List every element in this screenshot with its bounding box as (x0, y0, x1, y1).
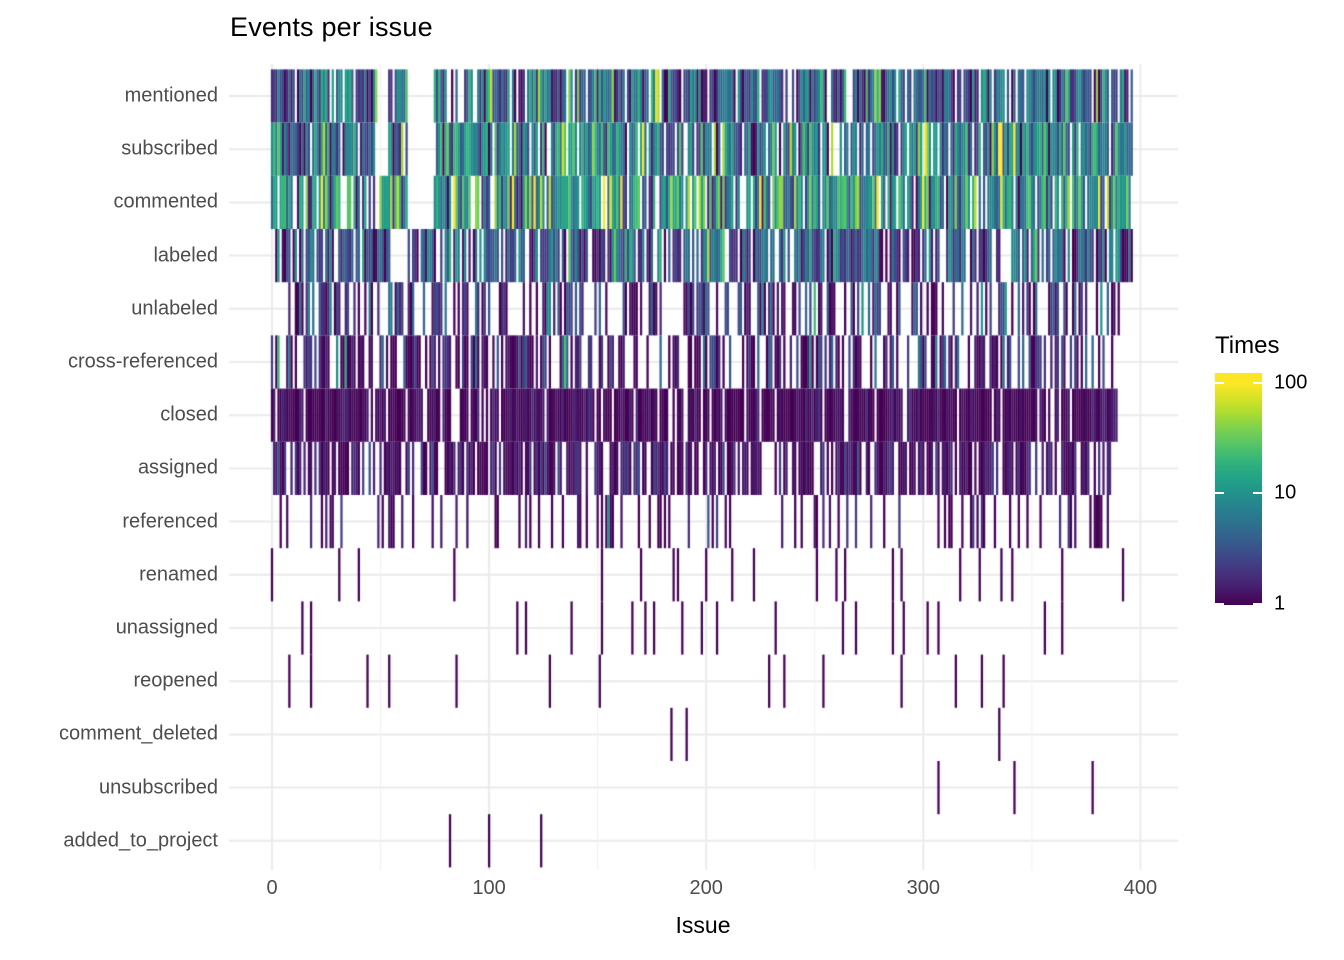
y-axis-label-cross-referenced: cross-referenced (67, 350, 218, 373)
legend-label-100: 100 (1274, 371, 1308, 394)
y-axis-label-added_to_project: added_to_project (63, 829, 218, 852)
y-axis-label-closed: closed (160, 403, 218, 426)
y-axis-label-labeled: labeled (153, 244, 218, 267)
legend-tick-mark (1253, 382, 1262, 384)
y-axis-label-subscribed: subscribed (121, 137, 218, 160)
y-axis-label-commented: commented (113, 190, 219, 213)
x-axis-tick-200: 200 (689, 877, 723, 899)
legend-tick-mark (1215, 492, 1224, 494)
y-axis-label-referenced: referenced (122, 510, 218, 533)
legend-tick-mark (1215, 603, 1224, 605)
x-axis-tick-300: 300 (906, 877, 940, 899)
legend-tick-mark (1253, 603, 1262, 605)
legend-tick-mark (1253, 492, 1262, 494)
legend-title: Times (1215, 332, 1280, 359)
legend-tick-mark (1215, 382, 1224, 384)
y-axis-label-reopened: reopened (133, 669, 218, 692)
y-axis-label-assigned: assigned (137, 456, 218, 479)
x-axis-tick-100: 100 (472, 877, 506, 899)
legend-label-1: 1 (1274, 592, 1286, 615)
y-axis-label-renamed: renamed (139, 563, 218, 586)
legend-label-10: 10 (1274, 481, 1297, 504)
x-axis-tick-400: 400 (1123, 877, 1158, 899)
y-axis-label-mentioned: mentioned (124, 84, 218, 107)
legend-colorbar (1215, 373, 1262, 605)
y-axis-label-unassigned: unassigned (115, 616, 218, 639)
x-axis-tick-0: 0 (266, 877, 278, 899)
x-axis-title: Issue (675, 912, 731, 938)
y-axis-label-unsubscribed: unsubscribed (99, 776, 218, 799)
y-axis-label-unlabeled: unlabeled (131, 297, 218, 320)
plot-title: Events per issue (230, 12, 433, 42)
y-axis-label-comment_deleted: comment_deleted (59, 722, 218, 745)
